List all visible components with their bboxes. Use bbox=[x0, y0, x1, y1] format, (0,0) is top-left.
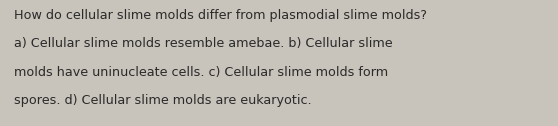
Text: a) Cellular slime molds resemble amebae. b) Cellular slime: a) Cellular slime molds resemble amebae.… bbox=[14, 37, 393, 50]
Text: How do cellular slime molds differ from plasmodial slime molds?: How do cellular slime molds differ from … bbox=[14, 9, 427, 22]
Text: molds have uninucleate cells. c) Cellular slime molds form: molds have uninucleate cells. c) Cellula… bbox=[14, 66, 388, 78]
Text: spores. d) Cellular slime molds are eukaryotic.: spores. d) Cellular slime molds are euka… bbox=[14, 94, 311, 107]
